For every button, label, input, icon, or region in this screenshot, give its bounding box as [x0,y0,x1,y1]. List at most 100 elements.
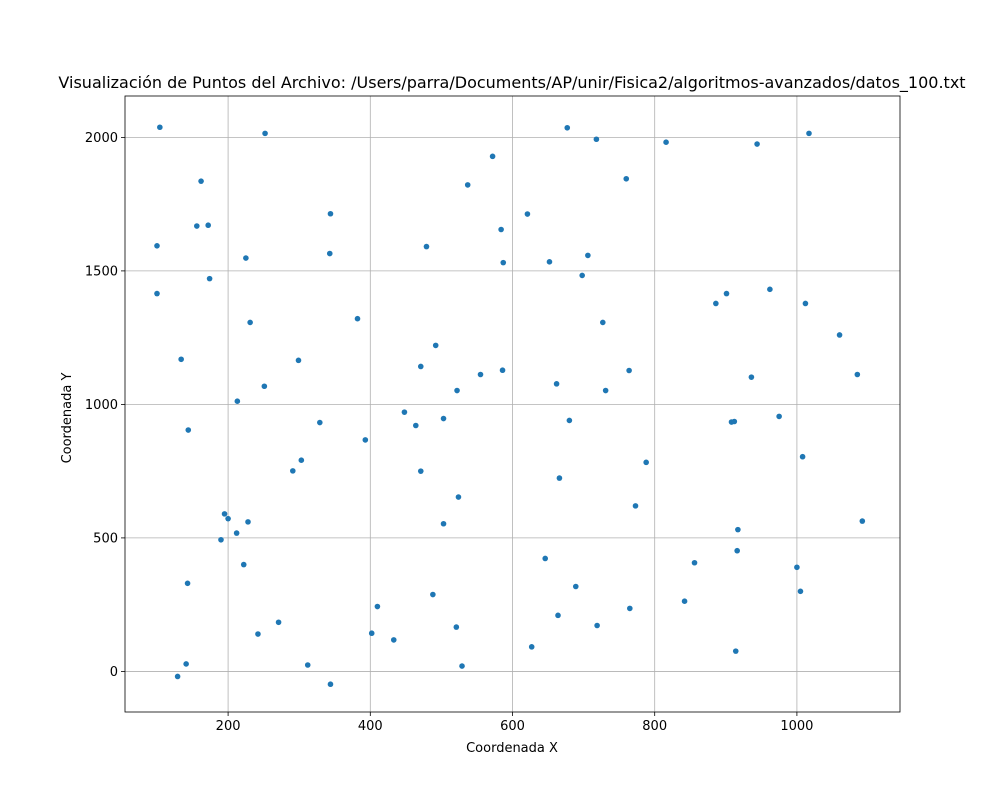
data-point [477,371,484,378]
data-point [579,272,585,279]
data-point [174,673,181,680]
x-tick-label: 200 [216,719,241,734]
data-point [553,381,560,387]
data-point [663,139,669,145]
data-point [417,363,424,370]
data-point [542,555,549,562]
data-points [154,124,866,688]
data-point [767,286,773,293]
x-tick-label: 600 [500,719,525,734]
data-point [459,663,465,669]
y-tick-label: 2000 [85,131,118,146]
data-point [594,622,600,629]
data-point [802,300,809,307]
data-point [440,415,447,422]
data-point [198,178,204,184]
data-point [572,583,579,590]
data-point [225,515,231,522]
data-point [455,494,462,500]
data-point [374,603,381,610]
data-point [185,427,192,433]
data-point [194,223,200,229]
data-point [464,182,471,188]
data-point [289,468,296,474]
data-point [154,242,160,249]
data-point [184,580,191,587]
data-point [368,630,375,637]
data-point [234,398,241,404]
x-tick-label: 1000 [780,719,813,734]
data-point [555,612,561,619]
data-point [806,130,812,137]
x-axis-label: Coordenada X [466,741,558,756]
data-point [326,250,333,257]
y-axis-label: Coordenada Y [60,373,75,464]
data-point [627,605,633,612]
data-point [423,243,430,250]
data-point [154,290,160,297]
data-point [218,536,224,543]
data-point [643,459,649,466]
data-point [564,124,571,131]
data-point [327,210,334,217]
data-point [178,356,184,363]
data-point [599,319,606,326]
data-point [275,619,282,626]
data-point [691,559,698,566]
data-point [401,409,408,415]
data-point [489,153,496,160]
data-point [546,259,553,265]
data-point [498,226,504,233]
data-point [632,503,639,509]
data-point [723,290,730,297]
y-tick-label: 1000 [85,398,118,413]
data-point [255,631,261,637]
data-point [681,598,688,604]
data-point [799,453,806,460]
y-tick-label: 1500 [85,264,118,279]
data-point [261,383,268,390]
data-point [390,637,397,643]
data-point [585,252,591,259]
data-point [206,275,213,282]
data-point [183,661,189,667]
data-point [205,222,211,229]
x-tick-label: 400 [358,719,383,734]
data-point [623,175,630,182]
data-point [317,419,323,426]
data-point [524,211,531,217]
data-point [500,259,507,266]
data-point [776,413,782,420]
data-point [262,130,268,137]
y-tick-label: 0 [110,665,118,680]
data-point [754,141,760,147]
data-point [327,681,334,688]
data-point [734,547,740,554]
data-point [430,591,436,598]
data-point [735,526,741,533]
data-point [247,319,253,326]
data-point [362,437,369,443]
data-point [528,644,535,650]
plot-frame [124,95,901,713]
data-point [298,457,305,464]
data-point [240,561,247,568]
x-tick-label: 800 [642,719,667,734]
data-point [854,371,861,378]
data-point [748,374,755,380]
data-point [794,564,800,571]
data-point [295,357,302,364]
data-point [593,136,600,143]
data-point [221,511,228,517]
data-point [243,255,249,261]
data-point [566,417,573,424]
data-point [713,300,719,307]
data-point [453,624,460,630]
data-point [859,518,866,524]
data-point [626,367,632,374]
data-point [233,530,240,536]
data-point [602,387,609,394]
data-point [413,422,419,429]
